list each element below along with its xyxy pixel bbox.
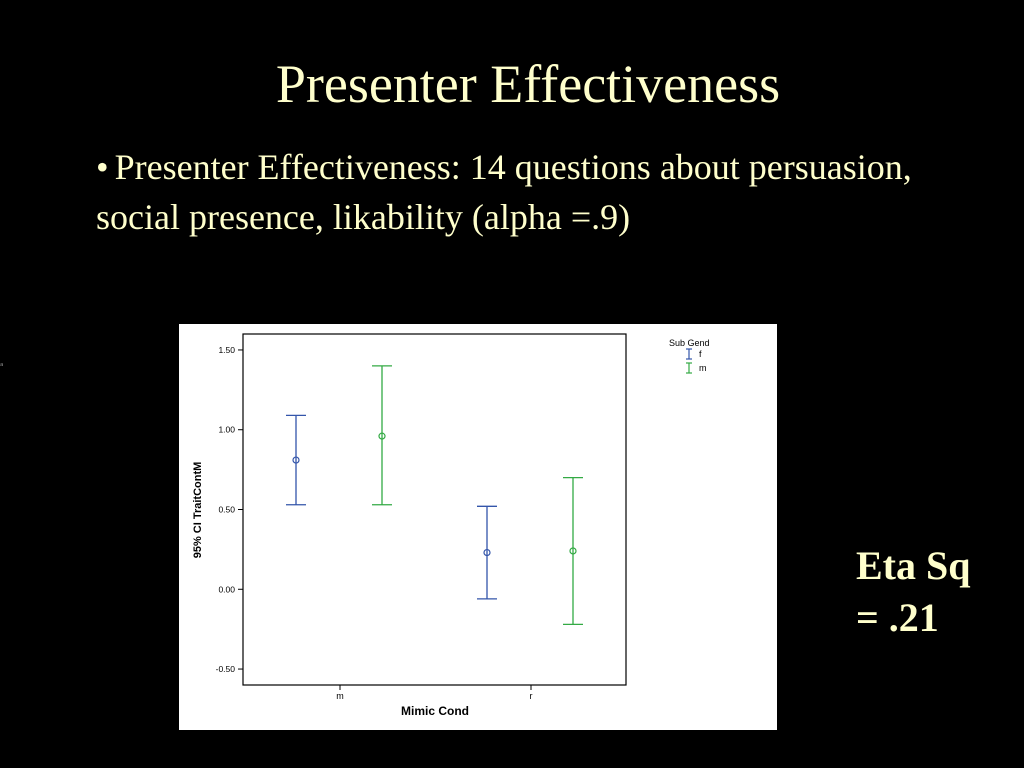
y-tick-label: 1.50 xyxy=(218,345,235,355)
effect-size-value: = .21 xyxy=(856,595,939,640)
y-tick-label: 0.00 xyxy=(218,584,235,594)
legend-item-f: f xyxy=(686,348,702,360)
x-axis-label: Mimic Cond xyxy=(401,704,469,718)
legend-label: f xyxy=(699,349,702,359)
series-m xyxy=(372,365,583,626)
legend: Sub Gend fm xyxy=(669,338,710,374)
bullet-point: • Presenter Effectiveness: 14 questions a… xyxy=(96,142,956,242)
mean-point xyxy=(569,547,577,555)
y-tick-label: 0.50 xyxy=(218,505,235,515)
x-tick-label: r xyxy=(530,691,533,701)
x-tick-label: m xyxy=(336,691,344,701)
y-tick-label: -0.50 xyxy=(216,664,236,674)
stray-mark: ᵃ xyxy=(0,362,4,372)
slide-title: Presenter Effectiveness xyxy=(275,54,781,114)
bullet-text: Presenter Effectiveness: 14 questions ab… xyxy=(96,147,912,237)
mean-point xyxy=(292,456,300,464)
legend-title: Sub Gend xyxy=(669,338,710,348)
y-tick-label: 1.00 xyxy=(218,425,235,435)
mean-point xyxy=(483,548,491,557)
y-axis-label: 95% CI TraitContM xyxy=(192,462,204,559)
effect-size-stat: Eta Sq = .21 xyxy=(856,540,1016,644)
legend-item-m: m xyxy=(686,362,707,374)
y-axis: -0.50 0.00 0.50 1.00 1.50 xyxy=(216,345,243,674)
bullet-symbol: • xyxy=(96,147,109,187)
plot-frame xyxy=(242,333,627,686)
effect-size-label: Eta Sq xyxy=(856,543,971,588)
series-f xyxy=(286,414,497,600)
mean-point xyxy=(378,432,386,440)
legend-label: m xyxy=(699,363,707,373)
series-layer xyxy=(286,365,583,626)
